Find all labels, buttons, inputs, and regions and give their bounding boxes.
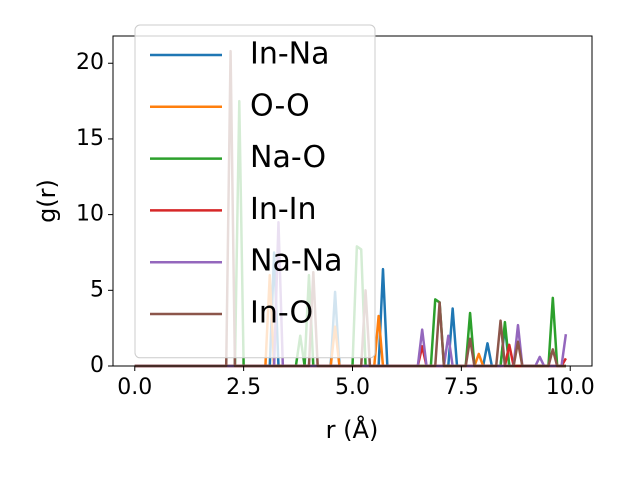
legend: In-Na O-O Na-O In-In Na-Na In-O	[134, 24, 376, 359]
y-tick-label: 15	[76, 126, 104, 151]
legend-label: In-Na	[250, 37, 330, 72]
x-tick-label: 0.0	[117, 375, 152, 400]
y-tick-label: 20	[76, 50, 104, 75]
y-tick-label: 10	[76, 202, 104, 227]
x-tick-label: 2.5	[226, 375, 261, 400]
plot-area: 0 5 10 15 20 0.0 2.5 5.0 7.5 10.0	[76, 35, 595, 400]
x-tick-label: 7.5	[444, 375, 479, 400]
x-axis-label: r (Å)	[326, 415, 379, 444]
legend-label: In-In	[250, 192, 317, 227]
legend-label: Na-Na	[250, 244, 342, 279]
legend-label: Na-O	[250, 140, 326, 175]
x-tick-label: 10.0	[546, 375, 595, 400]
legend-label: O-O	[250, 88, 310, 123]
y-axis-label: g(r)	[33, 179, 61, 223]
legend-box	[134, 24, 376, 359]
x-tick-label: 5.0	[335, 375, 370, 400]
legend-label: In-O	[250, 296, 313, 331]
y-tick-label: 5	[90, 277, 104, 302]
y-tick-label: 0	[90, 353, 104, 378]
